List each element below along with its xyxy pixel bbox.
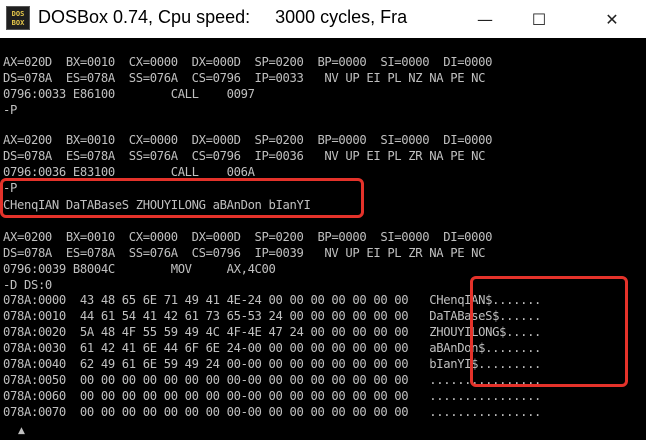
memory-dump-row: 078A:0050 00 00 00 00 00 00 00 00-00 00 … — [3, 373, 542, 387]
minimize-button[interactable]: — — [462, 0, 508, 38]
console-line: DS=078A ES=078A SS=076A CS=0796 IP=0036 … — [3, 149, 486, 163]
console-line: DS=078A ES=078A SS=076A CS=0796 IP=0039 … — [3, 246, 486, 260]
bottom-scroll-area — [0, 422, 646, 440]
close-icon: ✕ — [605, 9, 619, 29]
title-bar: DOS BOX DOSBox 0.74, Cpu speed: 3000 cyc… — [0, 0, 646, 38]
dos-console[interactable]: AX=020D BX=0010 CX=0000 DX=000D SP=0200 … — [0, 38, 646, 440]
console-line: 0796:0039 B8004C MOV AX,4C00 — [3, 262, 276, 276]
window-title: DOSBox 0.74, Cpu speed: 3000 cycles, Fra — [38, 7, 408, 27]
console-line: AX=0200 BX=0010 CX=0000 DX=000D SP=0200 … — [3, 133, 493, 147]
memory-dump-row: 078A:0020 5A 48 4F 55 59 49 4C 4F-4E 47 … — [3, 325, 542, 339]
console-line: 0796:0036 E83100 CALL 006A — [3, 165, 255, 179]
memory-dump-row: 078A:0040 62 49 61 6E 59 49 24 00-00 00 … — [3, 357, 542, 371]
output-highlight-box — [0, 178, 364, 218]
console-line: -D DS:0 — [3, 278, 52, 292]
close-button[interactable]: ✕ — [584, 0, 640, 38]
console-line: -P — [3, 103, 17, 117]
memory-dump-row: 078A:0060 00 00 00 00 00 00 00 00-00 00 … — [3, 389, 542, 403]
app-icon-text-top: DOS — [11, 10, 25, 18]
ascii-dump-highlight-box — [470, 276, 628, 387]
console-line: DS=078A ES=078A SS=076A CS=0796 IP=0033 … — [3, 71, 486, 85]
memory-dump-row: 078A:0030 61 42 41 6E 44 6F 6E 24-00 00 … — [3, 341, 542, 355]
program-output-line: CHenqIAN DaTABaseS ZHOUYILONG aBAnDon bI… — [3, 198, 311, 212]
console-line: AX=0200 BX=0010 CX=0000 DX=000D SP=0200 … — [3, 230, 493, 244]
console-line: AX=020D BX=0010 CX=0000 DX=000D SP=0200 … — [3, 55, 493, 69]
memory-dump-row: 078A:0000 43 48 65 6E 71 49 41 4E-24 00 … — [3, 293, 542, 307]
memory-dump-row: 078A:0070 00 00 00 00 00 00 00 00-00 00 … — [3, 405, 542, 419]
maximize-button[interactable]: ☐ — [516, 0, 562, 38]
scroll-up-icon[interactable]: ▲ — [18, 426, 25, 436]
console-line: 0796:0033 E86100 CALL 0097 — [3, 87, 255, 101]
app-icon-text-bottom: BOX — [11, 19, 25, 27]
memory-dump-row: 078A:0010 44 61 54 41 42 61 73 65-53 24 … — [3, 309, 542, 323]
minimize-icon: — — [477, 9, 493, 29]
console-line: -P — [3, 181, 17, 195]
dosbox-app-icon[interactable]: DOS BOX — [6, 6, 30, 30]
maximize-icon: ☐ — [531, 9, 547, 29]
